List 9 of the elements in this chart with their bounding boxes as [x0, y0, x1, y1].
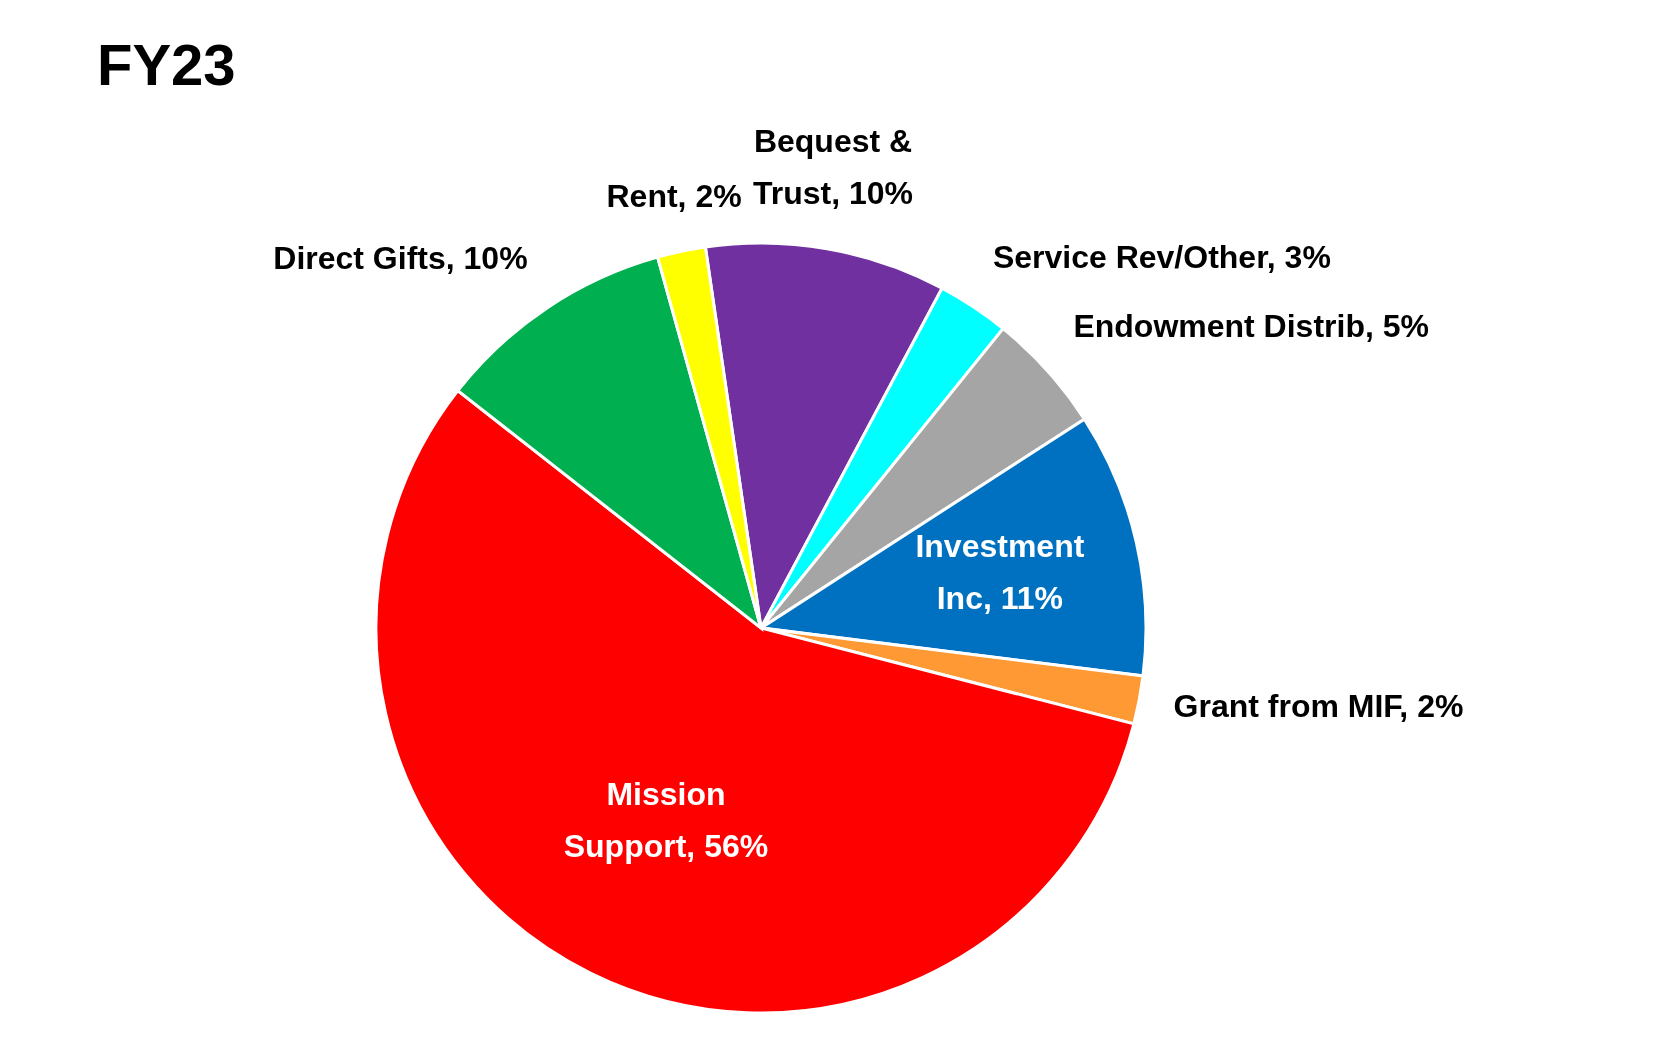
slice-label: Grant from MIF, 2% — [1173, 687, 1464, 724]
slice-label: Mission Support, 56% — [563, 775, 769, 864]
chart-title: FY23 — [97, 32, 236, 97]
slice-label: Bequest & Trust, 10% — [752, 123, 914, 212]
slice-label: Service Rev/Other, 3% — [992, 238, 1331, 275]
slice-label: Endowment Distrib, 5% — [1073, 308, 1429, 345]
slice-label: Direct Gifts, 10% — [273, 239, 528, 276]
slice-label: Investment Inc, 11% — [915, 528, 1085, 617]
slice-label: Rent, 2% — [606, 178, 742, 215]
